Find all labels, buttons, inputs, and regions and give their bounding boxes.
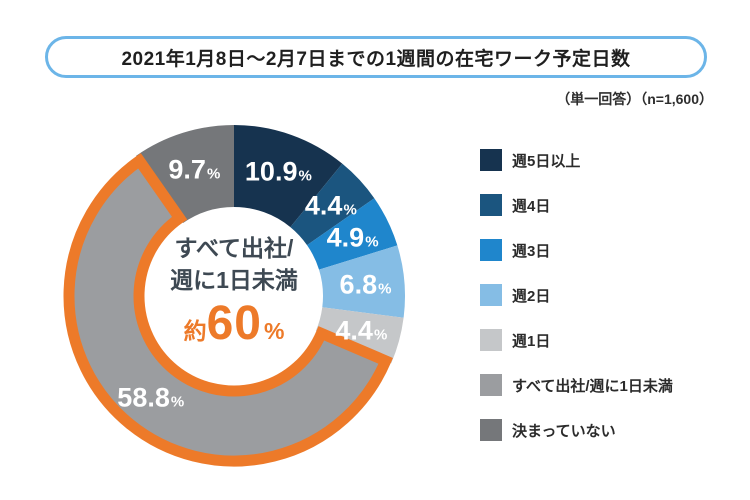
legend-swatch-icon <box>480 149 502 171</box>
pie-segment-2 <box>307 198 398 270</box>
slice-value: 4.4 <box>335 315 373 346</box>
chart-title: 2021年1月8日〜2月7日までの1週間の在宅ワーク予定日数 <box>121 48 631 70</box>
pie-segment-1 <box>290 163 375 246</box>
legend-item-6: 決まっていない <box>480 419 673 441</box>
slice-unit: % <box>206 165 221 183</box>
approx-value: 60 <box>206 297 262 350</box>
center-label-line1: すべて出社/ <box>174 235 294 261</box>
slice-value: 10.9 <box>244 156 298 187</box>
slice-label-2: 4.9% <box>326 222 379 253</box>
pie-segment-4 <box>315 307 404 364</box>
center-approx-value: 約 60 % <box>184 300 285 348</box>
pie-segment-0 <box>234 125 343 228</box>
legend-label: 週1日 <box>512 332 551 350</box>
legend-swatch-icon <box>480 239 502 261</box>
donut-center-label: すべて出社/ 週に1日未満 約 60 % <box>170 232 298 348</box>
slice-unit: % <box>373 326 388 344</box>
slice-label-0: 10.9% <box>245 158 312 185</box>
slice-label-4: 4.4% <box>335 317 387 344</box>
approx-unit: % <box>263 318 285 344</box>
legend-item-1: 週4日 <box>480 194 673 216</box>
legend-label: すべて出社/週に1日未満 <box>512 377 673 395</box>
legend-swatch-icon <box>480 284 502 306</box>
slice-unit: % <box>378 280 392 298</box>
slice-label-1: 4.4% <box>304 190 357 221</box>
pie-segment-5 <box>63 153 393 467</box>
legend-swatch-icon <box>480 419 502 441</box>
center-label-line2: 週に1日未満 <box>170 267 298 293</box>
legend: 週5日以上週4日週3日週2日週1日すべて出社/週に1日未満 決まっていない <box>480 149 673 441</box>
donut-chart-svg <box>63 125 405 467</box>
pie-segment-6 <box>136 125 234 224</box>
slice-value: 6.8 <box>339 269 378 300</box>
slice-value: 4.4 <box>304 190 343 221</box>
donut-chart: 10.9% 4.4% 4.9% 6.8% 4.4% 58.8% 9.7% すべて出社/ 週に… <box>50 112 418 480</box>
slice-value: 4.9 <box>326 222 365 253</box>
approx-prefix: 約 <box>183 318 207 344</box>
legend-item-2: 週3日 <box>480 239 673 261</box>
legend-label: 決まっていない <box>512 422 616 440</box>
legend-item-4: 週1日 <box>480 329 673 351</box>
slice-value: 58.8 <box>117 382 170 413</box>
legend-item-0: 週5日以上 <box>480 149 673 171</box>
legend-label: 週5日以上 <box>512 152 581 170</box>
slice-unit: % <box>343 201 357 219</box>
legend-item-3: 週2日 <box>480 284 673 306</box>
legend-swatch-icon <box>480 194 502 216</box>
sample-size-note: （単一回答）（n=1,600） <box>556 91 713 107</box>
slice-value: 9.7 <box>168 154 206 185</box>
legend-label: 週2日 <box>512 287 551 305</box>
legend-label: 週4日 <box>512 197 551 215</box>
pie-segment-3 <box>319 245 405 318</box>
slice-unit: % <box>298 167 312 185</box>
slice-label-3: 6.8% <box>340 271 392 298</box>
slice-label-5: 58.8% <box>117 382 185 413</box>
slice-label-6: 9.7% <box>168 154 221 185</box>
slice-unit: % <box>170 393 185 411</box>
legend-item-5: すべて出社/週に1日未満 <box>480 374 673 396</box>
legend-swatch-icon <box>480 329 502 351</box>
legend-swatch-icon <box>480 374 502 396</box>
slice-unit: % <box>365 233 379 251</box>
chart-title-pill: 2021年1月8日〜2月7日までの1週間の在宅ワーク予定日数 <box>45 36 707 78</box>
legend-label: 週3日 <box>512 242 551 260</box>
